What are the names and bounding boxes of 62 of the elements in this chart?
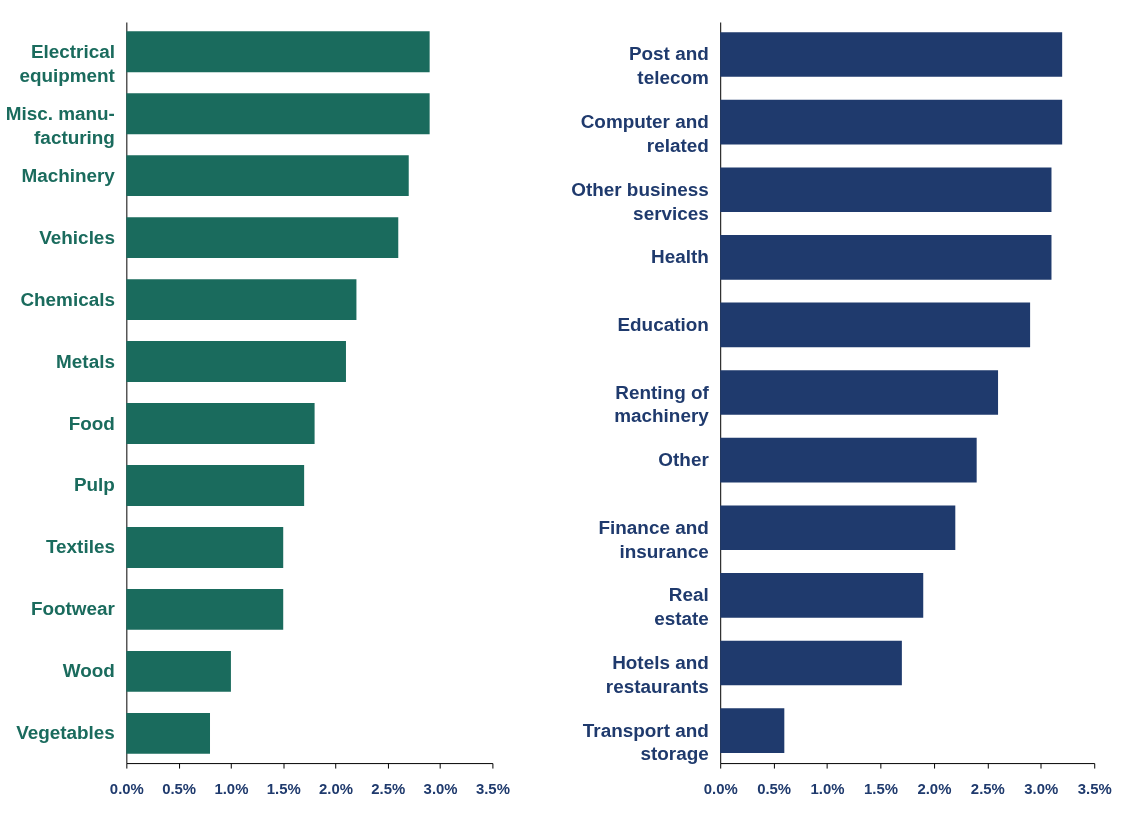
- x-tick-label: 1.5%: [864, 780, 898, 798]
- x-tick-label: 2.5%: [371, 780, 406, 798]
- bar: [720, 167, 1052, 213]
- bar: [720, 708, 785, 753]
- x-tick-label: 2.5%: [970, 780, 1005, 798]
- x-tick-label: 2.0%: [917, 780, 952, 798]
- bar: [126, 465, 305, 506]
- bar: [720, 437, 977, 483]
- y-tick-label: Misc. manu- facturing: [5, 102, 115, 148]
- x-tick-label: 3.5%: [475, 780, 510, 798]
- bar: [126, 341, 346, 383]
- x-tick-label: 0.0%: [109, 780, 144, 798]
- bar: [720, 32, 1063, 77]
- bar: [126, 31, 430, 73]
- bar: [126, 650, 231, 692]
- x-tick-label: 3.0%: [423, 780, 458, 798]
- y-tick-label: Hotels and restaurants: [605, 651, 709, 697]
- y-tick-label: Renting of machinery: [614, 381, 710, 427]
- x-tick-label: 1.5%: [266, 780, 301, 798]
- x-tick-label: 0.5%: [757, 780, 792, 798]
- x-tick-label: 0.0%: [703, 780, 738, 798]
- bar: [126, 279, 357, 321]
- y-tick-label: Post and telecom: [628, 43, 709, 89]
- y-tick-label: Education: [617, 313, 709, 335]
- bar: [720, 573, 924, 618]
- y-tick-label: Machinery: [21, 164, 116, 186]
- y-tick-label: Health: [651, 246, 709, 268]
- y-tick-label: Textiles: [45, 536, 115, 558]
- x-tick-label: 1.0%: [214, 780, 249, 798]
- y-tick-label: Finance and insurance: [598, 516, 709, 562]
- y-tick-label: Other business services: [571, 178, 709, 224]
- y-tick-label: Wood: [62, 660, 115, 682]
- y-tick-label: Pulp: [73, 474, 115, 496]
- bar: [126, 217, 399, 259]
- bar: [126, 712, 211, 754]
- y-tick-label: Metals: [56, 350, 115, 372]
- y-tick-label: Electrical equipment: [19, 40, 116, 86]
- bar: [126, 588, 284, 630]
- y-tick-label: Other: [658, 449, 710, 471]
- x-tick-label: 3.5%: [1077, 780, 1112, 798]
- y-tick-label: Vegetables: [16, 722, 115, 744]
- x-tick-label: 2.0%: [319, 780, 353, 798]
- y-tick-label: Computer and related: [580, 111, 709, 156]
- y-tick-label: Real estate: [654, 584, 709, 630]
- x-tick-label: 3.0%: [1024, 780, 1059, 798]
- bar: [720, 640, 902, 686]
- y-tick-label: Footwear: [30, 598, 116, 620]
- bar: [720, 235, 1052, 280]
- y-tick-label: Food: [68, 412, 115, 434]
- bar: [720, 370, 999, 415]
- y-tick-label: Vehicles: [39, 226, 115, 248]
- y-tick-label: Chemicals: [20, 288, 115, 310]
- bar: [126, 155, 409, 197]
- bar: [720, 302, 1031, 348]
- bar: [126, 403, 315, 444]
- x-tick-label: 1.0%: [810, 780, 845, 798]
- bar: [126, 93, 430, 135]
- x-tick-label: 0.5%: [162, 780, 197, 798]
- bar: [720, 505, 956, 551]
- bar: [720, 99, 1063, 145]
- y-tick-label: Transport and storage: [582, 719, 709, 765]
- bar: [126, 527, 284, 568]
